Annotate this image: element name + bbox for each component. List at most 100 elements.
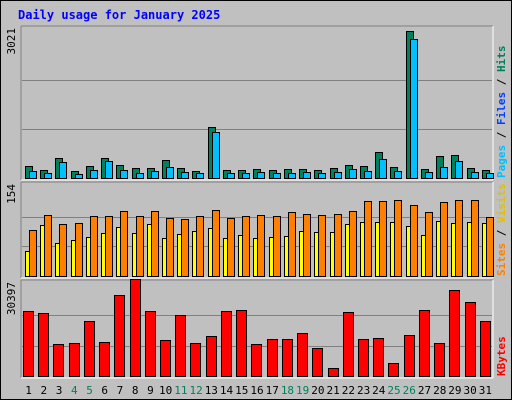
legend-separator: / [495, 72, 508, 92]
bar-sites-29 [455, 200, 463, 277]
bar-sites-6 [105, 216, 113, 277]
bar-kbytes-11 [175, 315, 186, 377]
bar-sites-13 [212, 210, 220, 277]
x-tick-label-19: 19 [296, 384, 309, 397]
bar-files-21 [334, 172, 342, 179]
bar-files-8 [136, 173, 144, 179]
bar-kbytes-3 [53, 344, 64, 377]
bar-files-23 [364, 171, 372, 179]
bar-sites-28 [440, 202, 448, 277]
bar-sites-20 [318, 215, 326, 277]
x-tick-label-16: 16 [250, 384, 263, 397]
bar-files-15 [242, 173, 250, 179]
x-tick-label-29: 29 [448, 384, 461, 397]
bar-kbytes-28 [434, 343, 445, 377]
x-tick-label-25: 25 [387, 384, 400, 397]
bar-sites-14 [227, 218, 235, 277]
bar-files-2 [44, 173, 52, 179]
bar-files-11 [181, 172, 189, 179]
series-legend-label: Pages / Files / Hits [495, 46, 508, 179]
bar-sites-18 [288, 212, 296, 277]
x-tick-label-5: 5 [86, 384, 93, 397]
series-legend-label: Sites / Visits [495, 183, 508, 276]
bar-sites-3 [59, 224, 67, 277]
bar-sites-9 [151, 211, 159, 277]
bar-sites-8 [136, 216, 144, 277]
x-tick-label-7: 7 [117, 384, 124, 397]
bar-files-5 [90, 170, 98, 179]
x-tick-label-12: 12 [189, 384, 202, 397]
x-tick-label-28: 28 [433, 384, 446, 397]
bar-kbytes-5 [84, 321, 95, 377]
bar-files-28 [440, 167, 448, 179]
bar-sites-7 [120, 211, 128, 277]
bar-files-26 [410, 39, 418, 179]
bar-kbytes-15 [236, 310, 247, 377]
bar-kbytes-2 [38, 313, 49, 377]
y-tick-label: 3021 [5, 28, 18, 55]
x-tick-label-1: 1 [25, 384, 32, 397]
bar-files-7 [120, 170, 128, 179]
bar-kbytes-4 [69, 343, 80, 377]
x-tick-label-14: 14 [220, 384, 234, 397]
bar-files-14 [227, 173, 235, 179]
bar-sites-22 [349, 211, 357, 277]
x-tick-label-30: 30 [464, 384, 477, 397]
bar-files-13 [212, 132, 220, 179]
bar-sites-4 [75, 223, 83, 277]
y-tick-label: 30397 [5, 282, 18, 315]
bar-files-31 [486, 173, 494, 179]
bar-kbytes-18 [282, 339, 293, 377]
bar-kbytes-10 [160, 340, 171, 377]
x-tick-label-8: 8 [132, 384, 139, 397]
bar-files-12 [196, 173, 204, 179]
x-tick-label-3: 3 [56, 384, 63, 397]
bar-files-24 [379, 159, 387, 179]
bar-sites-15 [242, 216, 250, 277]
bar-files-30 [471, 172, 479, 179]
bar-files-10 [166, 167, 174, 179]
bar-files-6 [105, 161, 113, 179]
bar-sites-2 [44, 215, 52, 277]
bar-kbytes-14 [221, 311, 232, 377]
bar-files-25 [394, 171, 402, 179]
bar-files-20 [318, 173, 326, 179]
legend-separator: / [495, 125, 508, 145]
bar-kbytes-25 [388, 363, 399, 377]
legend-sites: Sites [495, 243, 508, 276]
x-tick-label-9: 9 [147, 384, 154, 397]
bar-kbytes-12 [190, 343, 201, 377]
bar-kbytes-16 [251, 344, 262, 377]
bar-kbytes-1 [23, 311, 34, 377]
legend-kbytes: KBytes [495, 336, 508, 376]
bar-sites-17 [273, 216, 281, 277]
legend-hits: Hits [495, 46, 508, 73]
x-tick-label-18: 18 [281, 384, 294, 397]
bar-kbytes-31 [480, 321, 491, 377]
bar-files-3 [59, 162, 67, 179]
bar-sites-24 [379, 201, 387, 277]
legend-visits: Visits [495, 183, 508, 223]
x-tick-label-13: 13 [205, 384, 218, 397]
bar-sites-12 [196, 216, 204, 277]
legend-pages: Pages [495, 145, 508, 178]
bar-sites-5 [90, 216, 98, 277]
bar-sites-26 [410, 205, 418, 277]
bar-kbytes-20 [312, 348, 323, 377]
x-tick-label-15: 15 [235, 384, 248, 397]
bar-kbytes-27 [419, 310, 430, 377]
bar-kbytes-22 [343, 312, 354, 377]
bar-files-22 [349, 169, 357, 179]
bar-sites-25 [394, 200, 402, 277]
bar-files-27 [425, 172, 433, 179]
x-tick-label-27: 27 [418, 384, 431, 397]
bar-files-19 [303, 172, 311, 179]
bar-sites-10 [166, 218, 174, 277]
bar-sites-16 [257, 215, 265, 277]
y-tick-label: 154 [5, 184, 18, 204]
bar-kbytes-9 [145, 311, 156, 377]
x-tick-label-2: 2 [41, 384, 48, 397]
bar-kbytes-29 [449, 290, 460, 377]
bar-files-9 [151, 171, 159, 179]
